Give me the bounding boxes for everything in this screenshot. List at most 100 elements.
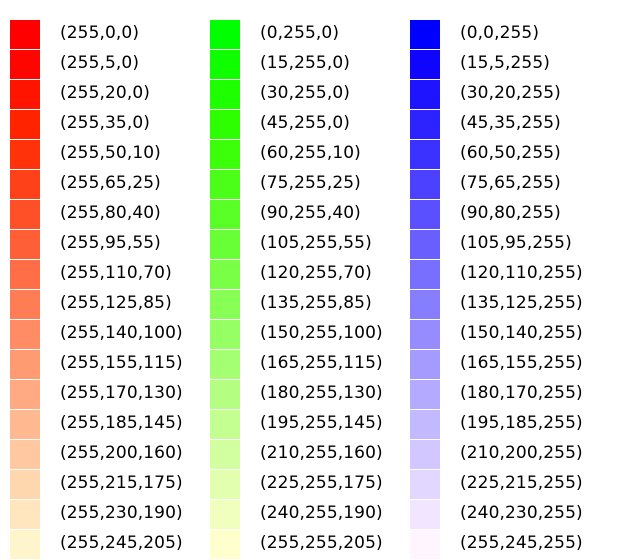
color-swatch [210,290,240,320]
rgb-label: (60,50,255) [460,143,561,163]
rgb-label: (255,140,100) [60,323,183,343]
rgb-label: (255,245,205) [60,533,183,553]
color-swatch [210,350,240,380]
color-swatch [10,530,40,560]
rgb-label: (255,125,85) [60,293,172,313]
color-swatch [410,80,440,110]
color-swatch [10,140,40,170]
rgb-label: (30,255,0) [260,83,350,103]
rgb-label: (120,255,70) [260,263,372,283]
color-swatch [410,200,440,230]
rgb-label: (255,80,40) [60,203,161,223]
rgb-label: (15,5,255) [460,53,550,73]
rgb-label: (180,255,130) [260,383,383,403]
color-swatch [410,230,440,260]
color-swatch [10,200,40,230]
rgb-label: (135,255,85) [260,293,372,313]
color-swatch [10,230,40,260]
rgb-label: (240,255,190) [260,503,383,523]
color-swatch [210,200,240,230]
color-swatch [410,110,440,140]
rgb-label: (255,50,10) [60,143,161,163]
color-swatch [10,20,40,50]
color-swatch [210,440,240,470]
color-swatch [210,230,240,260]
color-swatch [10,110,40,140]
rgb-label: (195,255,145) [260,413,383,433]
rgb-label: (15,255,0) [260,53,350,73]
color-swatch [210,110,240,140]
color-swatch [410,470,440,500]
rgb-label: (90,80,255) [460,203,561,223]
rgb-label: (105,255,55) [260,233,372,253]
rgb-label: (210,200,255) [460,443,583,463]
rgb-label: (180,170,255) [460,383,583,403]
rgb-label: (210,255,160) [260,443,383,463]
color-swatch [10,440,40,470]
rgb-label: (165,255,115) [260,353,383,373]
color-swatch [410,290,440,320]
rgb-label: (255,0,0) [60,23,140,43]
rgb-label: (255,65,25) [60,173,161,193]
color-swatch [410,380,440,410]
color-swatch [410,20,440,50]
rgb-label: (75,255,25) [260,173,361,193]
color-swatch [410,410,440,440]
color-swatch [10,260,40,290]
color-swatch [410,440,440,470]
rgb-label: (255,230,190) [60,503,183,523]
rgb-label: (255,20,0) [60,83,150,103]
rgb-label: (45,35,255) [460,113,561,133]
rgb-label: (240,230,255) [460,503,583,523]
rgb-label: (0,0,255) [460,23,540,43]
rgb-label: (195,185,255) [460,413,583,433]
color-swatch [410,500,440,530]
color-swatch [10,350,40,380]
color-swatch [210,50,240,80]
color-swatch [410,320,440,350]
rgb-label: (255,170,130) [60,383,183,403]
color-swatch [210,260,240,290]
rgb-label: (255,185,145) [60,413,183,433]
rgb-label: (0,255,0) [260,23,340,43]
rgb-label: (255,215,175) [60,473,183,493]
rgb-label: (255,35,0) [60,113,150,133]
color-swatch [10,80,40,110]
rgb-label: (60,255,10) [260,143,361,163]
color-swatch [10,320,40,350]
color-swatch [10,380,40,410]
rgb-label: (105,95,255) [460,233,572,253]
rgb-label: (225,255,175) [260,473,383,493]
rgb-label: (165,155,255) [460,353,583,373]
color-swatch [10,500,40,530]
rgb-label: (150,255,100) [260,323,383,343]
color-swatch [410,530,440,560]
color-swatch [10,170,40,200]
rgb-label: (75,65,255) [460,173,561,193]
color-swatch [210,170,240,200]
rgb-label: (255,255,205) [260,533,383,553]
rgb-label: (255,155,115) [60,353,183,373]
rgb-label: (30,20,255) [460,83,561,103]
rgb-label: (90,255,40) [260,203,361,223]
color-swatch [410,260,440,290]
rgb-label: (255,200,160) [60,443,183,463]
rgb-label: (255,110,70) [60,263,172,283]
color-swatch [210,320,240,350]
color-swatch [10,470,40,500]
color-swatch [210,500,240,530]
rgb-label: (255,245,255) [460,533,583,553]
color-swatch [210,80,240,110]
rgb-label: (135,125,255) [460,293,583,313]
rgb-label: (255,5,0) [60,53,140,73]
color-swatch [210,470,240,500]
color-swatch [210,410,240,440]
rgb-label: (150,140,255) [460,323,583,343]
color-swatch [410,50,440,80]
color-swatch [410,140,440,170]
rgb-label: (45,255,0) [260,113,350,133]
rgb-label: (120,110,255) [460,263,583,283]
color-swatch [210,530,240,560]
color-swatch [10,410,40,440]
color-swatch [210,20,240,50]
